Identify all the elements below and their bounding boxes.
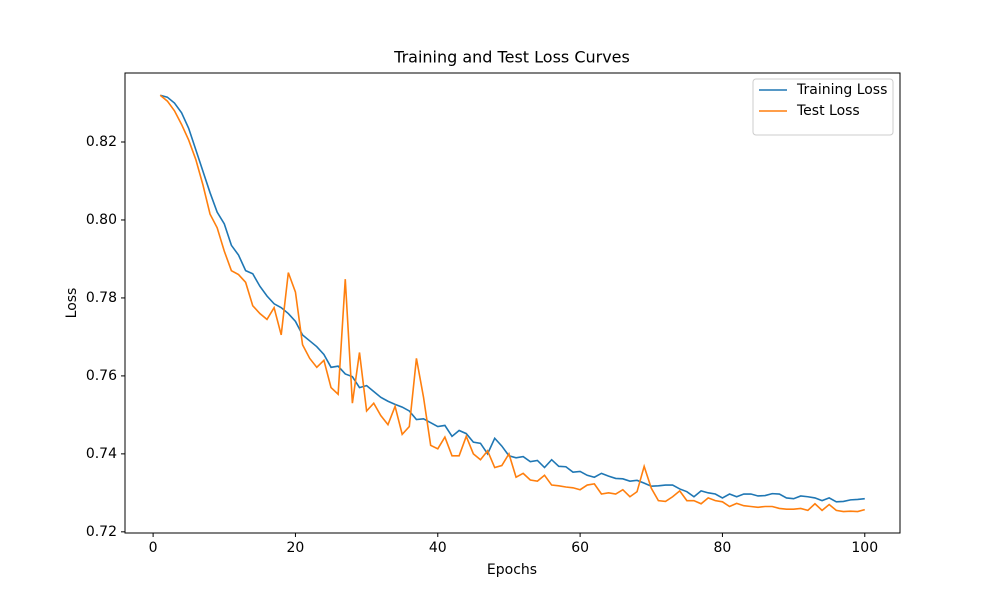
- x-tick-label: 60: [571, 540, 589, 556]
- legend-box: [752, 78, 894, 136]
- series-line: [160, 94, 865, 503]
- x-tick-label: 0: [149, 540, 158, 556]
- x-tick-label: 100: [851, 540, 878, 556]
- y-tick-label: 0.76: [86, 368, 117, 384]
- x-axis-label: Epochs: [487, 562, 537, 578]
- y-tick-label: 0.78: [86, 290, 117, 306]
- series-line: [159, 94, 865, 513]
- chart-title: Training and Test Loss Curves: [393, 48, 630, 67]
- y-tick-label: 0.72: [86, 524, 117, 540]
- legend-label: Training Loss: [796, 82, 887, 98]
- y-tick-label: 0.82: [86, 134, 117, 150]
- legend-label: Test Loss: [796, 103, 860, 119]
- y-axis-label: Loss: [64, 288, 80, 319]
- y-tick-label: 0.74: [86, 446, 117, 462]
- x-tick-label: 40: [429, 540, 447, 556]
- x-tick-label: 20: [287, 540, 305, 556]
- y-tick-label: 0.80: [86, 212, 117, 228]
- x-tick-label: 80: [714, 540, 732, 556]
- plot-frame: [124, 72, 901, 534]
